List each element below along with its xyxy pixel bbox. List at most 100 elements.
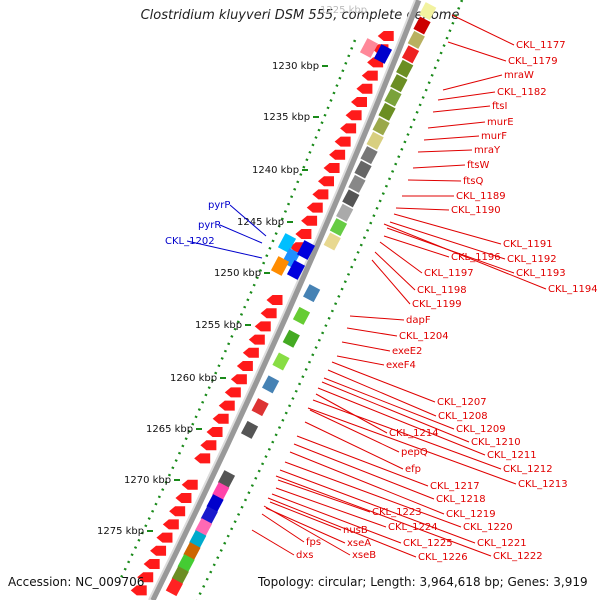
gene-label-right: CKL_1179	[508, 56, 558, 67]
gene-label-right: murE	[487, 117, 514, 128]
label-connector	[251, 529, 295, 556]
genome-backbone	[148, 0, 422, 600]
gene-label-right: xseB	[352, 550, 376, 561]
gene-arrow-reverse	[236, 361, 253, 371]
gene-block	[206, 494, 224, 513]
gene-label-right: mraY	[474, 145, 501, 156]
gene-block	[360, 146, 378, 165]
label-connector	[389, 221, 506, 260]
gene-label-right: ftsI	[492, 101, 507, 112]
label-connector	[219, 224, 263, 244]
label-connector	[374, 251, 416, 291]
gene-label-left: pyrP	[208, 200, 230, 211]
gene-block	[384, 88, 402, 107]
label-connector	[296, 435, 429, 487]
label-connector	[293, 443, 435, 500]
gene-label-right: CKL_1191	[503, 239, 553, 250]
gene-block	[366, 131, 384, 150]
scale-label: 1250 kbp	[214, 268, 261, 279]
gene-block	[336, 203, 354, 222]
gene-block	[240, 420, 259, 439]
map-title: Clostridium kluyveri DSM 555, complete g…	[140, 8, 460, 23]
gene-block-forward	[286, 260, 306, 280]
gene-block	[262, 375, 280, 394]
gene-block	[282, 329, 300, 348]
label-connector	[451, 14, 515, 46]
gene-label-right: murF	[481, 131, 507, 142]
gene-arrow-reverse	[334, 136, 351, 147]
gene-label-right: CKL_1225	[403, 538, 453, 549]
gene-label-right: CKL_1220	[463, 522, 513, 533]
scale-label: 1255 kbp	[195, 320, 242, 331]
label-connector	[331, 361, 436, 403]
label-connector	[186, 240, 263, 259]
gene-arrow-reverse	[301, 215, 318, 226]
label-connector	[271, 493, 402, 544]
gene-block	[272, 352, 290, 371]
gene-label-right: CKL_1207	[437, 397, 487, 408]
gene-block	[419, 2, 437, 21]
scale-label: 1270 kbp	[124, 475, 171, 486]
label-connector	[309, 409, 400, 453]
gene-block	[171, 566, 189, 585]
gene-block	[251, 398, 269, 417]
gene-labels: pyrP pyrR CKL_1202 CKL_1177 CKL_1179 mraW CKL_…	[165, 40, 598, 563]
gene-arrow-reverse	[329, 149, 346, 160]
label-connector	[263, 505, 351, 556]
label-connector	[304, 421, 404, 470]
label-connector	[407, 179, 462, 182]
gene-label-right: CKL_1217	[430, 481, 480, 492]
gene-block	[183, 542, 201, 561]
gene-label-right: CKL_1226	[418, 552, 468, 563]
label-connector	[423, 135, 480, 141]
genome-backbone-highlight	[148, 0, 416, 600]
label-connector	[412, 164, 466, 169]
gene-arrow-reverse	[212, 413, 229, 424]
gene-label-right: CKL_1213	[518, 479, 568, 490]
gene-arrow-reverse	[295, 229, 312, 239]
gene-label-right: CKL_1177	[516, 40, 566, 51]
gene-label-right: CKL_1189	[456, 191, 506, 202]
label-connector	[277, 479, 371, 513]
scale-label: 1235 kbp	[263, 112, 310, 123]
gene-block	[413, 16, 431, 35]
gene-block	[407, 30, 425, 49]
gene-label-right: CKL_1219	[446, 509, 496, 520]
gene-label-right: efp	[405, 464, 421, 475]
label-connector	[269, 501, 342, 531]
scale-label: 1260 kbp	[170, 373, 217, 384]
gene-block	[177, 554, 195, 573]
gene-label-right: dxs	[296, 550, 313, 561]
gene-arrow-reverse	[143, 559, 160, 569]
gene-block	[390, 74, 408, 93]
label-connector	[346, 327, 398, 337]
gene-arrow-reverse	[312, 189, 329, 200]
gene-label-right: CKL_1209	[456, 424, 506, 435]
gene-block	[194, 518, 213, 537]
gene-arrow-reverse	[377, 31, 394, 41]
label-connector	[323, 377, 455, 430]
label-connector	[327, 369, 437, 417]
gene-label-right: CKL_1194	[548, 284, 598, 295]
gene-block	[189, 530, 207, 549]
label-connector	[267, 497, 417, 558]
gene-arrow-reverse	[323, 163, 340, 173]
scale-label: 1245 kbp	[237, 217, 284, 228]
gene-block	[292, 306, 311, 325]
gene-label-right: CKL_1214	[389, 428, 439, 439]
gene-arrow-reverse	[156, 532, 173, 543]
gene-block	[401, 45, 420, 64]
gene-arrow-reverse	[266, 295, 283, 305]
gene-arrow-reverse	[194, 453, 211, 464]
gene-label-right: CKL_1211	[487, 450, 537, 461]
gene-label-right: exeF4	[386, 360, 416, 371]
scale-label: 1265 kbp	[146, 424, 193, 435]
gene-block	[303, 284, 321, 303]
gene-label-right: ftsQ	[463, 176, 483, 187]
gene-arrow-reverse	[361, 70, 378, 81]
gene-arrow-reverse	[181, 479, 198, 490]
label-connector	[393, 213, 502, 245]
label-connector	[437, 91, 496, 101]
gene-label-right: CKL_1212	[503, 464, 553, 475]
